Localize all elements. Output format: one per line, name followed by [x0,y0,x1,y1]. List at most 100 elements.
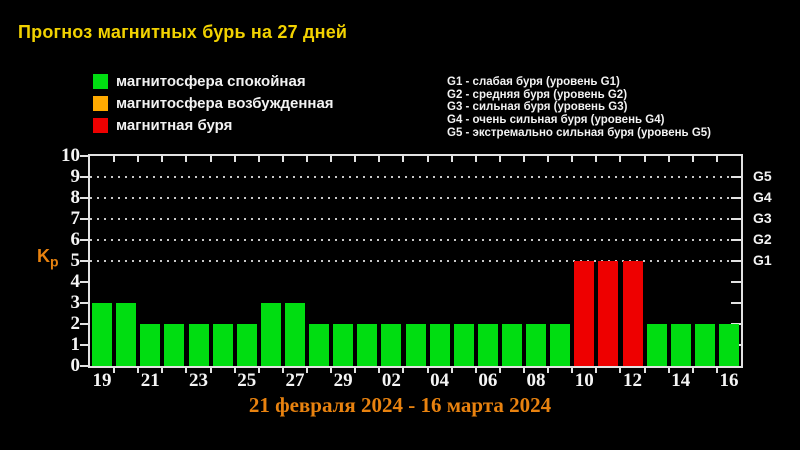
bottom-tick [523,368,525,373]
bar-day-10 [574,261,595,366]
right-tick [731,197,741,199]
y-axis-tick-label: 3 [70,292,81,313]
legend-item-label: магнитная буря [116,116,233,134]
kp-label-main: K [37,246,50,266]
top-tick [257,156,260,162]
bar-day-24 [212,324,233,366]
y-axis-tick-label: 6 [70,229,81,250]
left-tick [80,281,89,283]
top-tick [209,156,212,162]
bottom-tick [571,368,574,373]
right-axis-label-g3: G3 [753,210,772,226]
top-tick [306,156,308,162]
top-tick [378,156,381,162]
top-tick [474,156,477,162]
x-axis-tick-label: 14 [671,370,691,391]
legend-swatch-excited [93,95,108,111]
bar-day-04 [429,324,450,366]
gridline-kp-9 [90,176,741,178]
bottom-tick [281,368,284,373]
bar-day-19 [92,303,113,366]
bar-day-09 [550,324,571,366]
page-title: Прогноз магнитных бурь на 27 дней [18,22,348,42]
bar-day-27 [284,303,305,366]
storm-level-description: G4 - очень сильная буря (уровень G4) [447,114,665,127]
top-tick [281,156,284,162]
right-axis-label-g2: G2 [753,231,772,247]
bottom-tick [378,368,381,373]
bottom-tick [715,368,718,373]
bottom-tick [137,368,140,373]
right-axis-label-g5: G5 [753,168,772,184]
gridline-kp-7 [90,218,741,220]
top-tick [691,156,694,162]
bar-day-29 [333,324,354,366]
top-tick [643,156,646,162]
y-axis-tick-label: 5 [70,250,81,271]
left-tick [80,323,89,325]
left-tick [80,239,89,241]
x-axis-tick-label: 02 [381,370,401,391]
bottom-tick [450,368,453,373]
y-axis-tick-label: 2 [70,313,81,334]
x-axis-tick-label: 12 [623,370,642,391]
bar-day-01 [357,324,378,366]
bottom-tick [330,368,333,373]
gridline-kp-8 [90,197,741,199]
bar-day-11 [598,261,619,366]
right-tick [731,176,741,178]
bottom-tick [257,368,260,373]
bottom-tick [595,368,598,373]
bottom-tick [209,368,212,373]
left-tick [80,197,89,199]
bar-day-20 [116,303,137,366]
top-tick [571,156,574,162]
top-tick [667,156,670,162]
bar-day-12 [622,261,643,366]
bar-day-07 [501,324,522,366]
bar-day-28 [309,324,330,366]
top-tick [137,156,140,162]
right-tick [731,281,741,283]
bar-day-08 [526,324,547,366]
bottom-tick [643,368,646,373]
top-tick [498,156,501,162]
y-axis-tick-label: 7 [70,208,81,229]
left-tick [80,155,89,157]
legend-swatch-quiet [93,73,108,89]
legend-swatch-storm [93,117,108,133]
y-axis-tick-label: 9 [70,166,81,187]
top-tick [523,156,525,162]
legend-item-label: магнитосфера спокойная [116,72,306,90]
x-axis-tick-label: 16 [719,370,739,391]
x-axis-tick-label: 27 [285,370,305,391]
date-range-label: 21 февраля 2024 - 16 марта 2024 [248,393,552,417]
y-axis-tick-label: 1 [70,334,81,355]
bar-day-16 [718,324,739,366]
storm-legend: магнитосфера спокойная магнитосфера возбу… [93,73,334,139]
right-axis-label-g4: G4 [753,189,772,205]
bar-day-06 [477,324,498,366]
bottom-tick [426,368,429,373]
plot-area [88,154,743,368]
right-tick [731,239,741,241]
right-tick [731,302,741,304]
bar-day-25 [236,324,257,366]
storm-level-description: G2 - средняя буря (уровень G2) [447,88,628,101]
bottom-tick [619,368,622,373]
x-axis-tick-label: 21 [140,370,160,391]
bottom-tick [113,368,116,373]
top-tick [450,156,453,162]
bottom-tick [498,368,501,373]
kp-label-sub: p [50,253,59,270]
top-tick [330,156,333,162]
x-axis-tick-label: 10 [574,370,594,391]
top-tick [185,156,188,162]
top-tick [595,156,598,162]
bottom-tick [547,368,550,373]
y-axis-tick-label: 4 [70,271,81,292]
top-tick [426,156,429,162]
y-axis-tick-label: 10 [61,145,80,166]
x-axis-tick-label: 29 [333,370,353,391]
bar-day-02 [381,324,402,366]
